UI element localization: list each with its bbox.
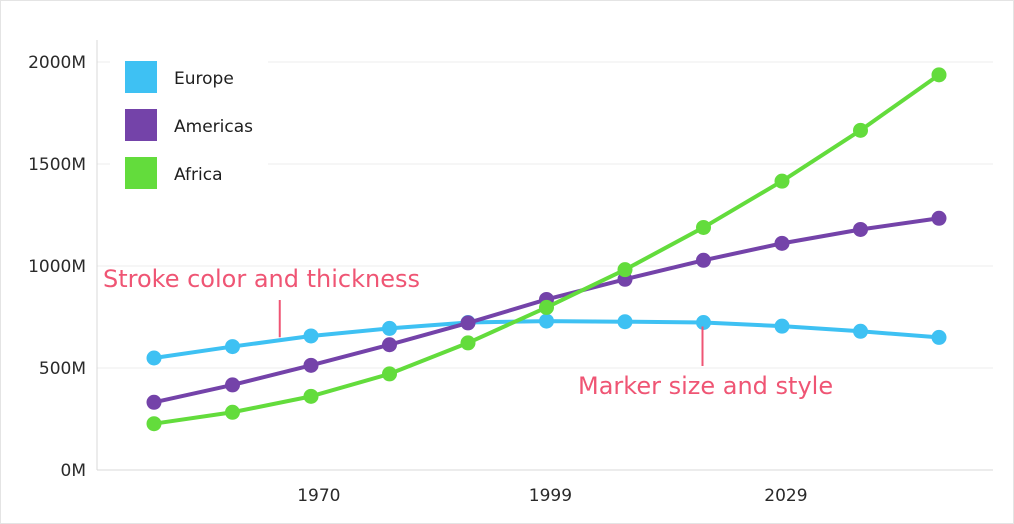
legend-label-europe: Europe: [174, 69, 234, 89]
legend-label-americas: Americas: [174, 117, 253, 137]
legend-swatch-africa: [125, 157, 157, 189]
series-marker-europe: [774, 318, 790, 334]
legend-label-africa: Africa: [174, 165, 223, 185]
series-marker-africa: [539, 299, 554, 315]
axes: 0M 500M 1000M 1500M 2000M 1970 1999 2029: [28, 40, 993, 506]
series-marker-europe: [382, 320, 397, 336]
y-tick-label: 1000M: [28, 257, 86, 277]
series-marker-africa: [696, 219, 711, 235]
annotation-label: Stroke color and thickness: [103, 265, 420, 293]
series-marker-europe: [539, 313, 554, 329]
series-marker-africa: [382, 366, 397, 382]
annotations: Stroke color and thickness Marker size an…: [103, 265, 833, 400]
x-tick-label: 1999: [529, 486, 572, 506]
legend-swatch-americas: [125, 109, 157, 141]
series-marker-africa: [617, 262, 633, 278]
series-marker-americas: [303, 357, 319, 373]
series-marker-africa: [146, 416, 162, 432]
series-marker-americas: [853, 221, 868, 237]
annotation-label: Marker size and style: [578, 372, 833, 400]
legend-swatch-europe: [125, 61, 157, 93]
series-marker-americas: [774, 235, 790, 251]
series-marker-africa: [460, 335, 476, 351]
series-layer: [146, 67, 947, 432]
series-marker-europe: [225, 339, 240, 355]
series-marker-europe: [617, 314, 633, 330]
y-tick-label: 500M: [39, 359, 86, 379]
y-tick-label: 1500M: [28, 155, 86, 175]
series-marker-africa: [303, 388, 319, 404]
series-marker-americas: [460, 315, 476, 331]
series-marker-europe: [303, 328, 319, 344]
series-marker-europe: [853, 323, 868, 339]
series-marker-europe: [931, 329, 947, 345]
series-marker-americas: [382, 337, 397, 353]
y-tick-label: 2000M: [28, 53, 86, 73]
x-tick-label: 2029: [764, 486, 807, 506]
y-tick-label: 0M: [61, 461, 86, 481]
x-tick-label: 1970: [297, 486, 340, 506]
legend: Europe Americas Africa: [110, 48, 268, 200]
series-marker-americas: [225, 377, 240, 393]
series-marker-americas: [146, 394, 162, 410]
series-marker-africa: [225, 404, 240, 420]
series-marker-africa: [931, 67, 947, 83]
series-marker-americas: [696, 252, 711, 268]
series-marker-americas: [931, 210, 947, 226]
series-marker-africa: [774, 173, 790, 189]
series-marker-africa: [853, 122, 868, 138]
series-marker-europe: [696, 315, 711, 331]
series-marker-europe: [146, 350, 162, 366]
